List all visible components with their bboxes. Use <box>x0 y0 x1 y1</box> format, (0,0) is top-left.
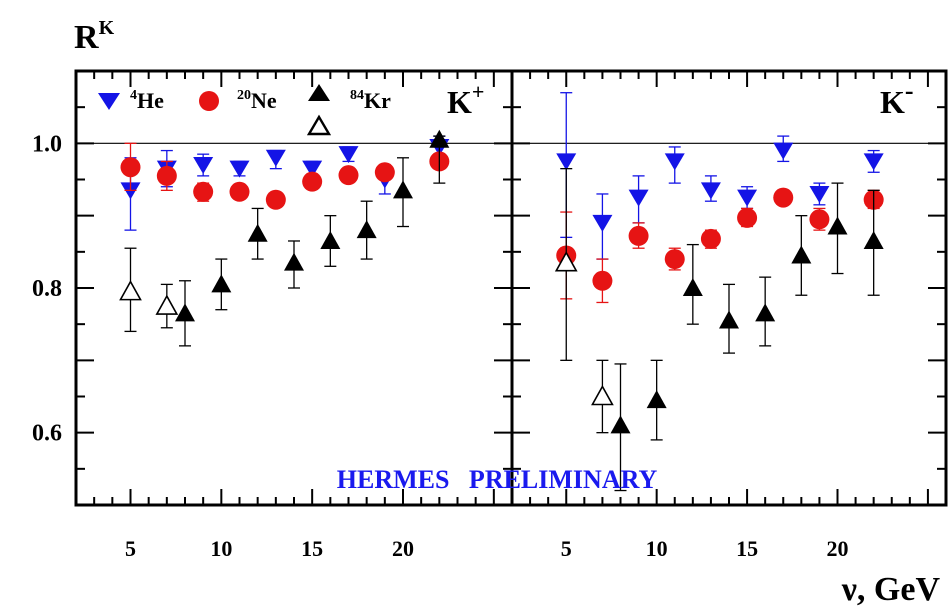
data-point <box>193 181 214 202</box>
data-point <box>356 220 377 239</box>
data-point <box>302 160 323 178</box>
legend-ne-label: 20Ne <box>237 88 277 113</box>
data-point <box>175 303 195 322</box>
data-point <box>554 251 578 272</box>
x-tick-label: 20 <box>827 536 849 561</box>
y-tick-label: 0.8 <box>32 276 62 302</box>
x-tick-label: 10 <box>210 536 232 561</box>
y-tick-label: 0.6 <box>32 421 62 447</box>
data-point <box>120 157 141 178</box>
panels: 5 10 15 20 0.6 0.8 1.0 5 10 15 20 <box>32 69 948 561</box>
data-point <box>229 160 250 178</box>
series-ne <box>556 187 884 304</box>
data-point <box>265 149 286 167</box>
data-point <box>700 228 721 249</box>
data-point <box>393 180 413 199</box>
data-point <box>556 153 577 171</box>
x-tick-label: 10 <box>646 536 668 561</box>
data-point <box>265 189 286 210</box>
data-point <box>755 303 776 322</box>
data-point <box>156 165 177 186</box>
data-point <box>320 230 341 249</box>
legend-open-marker <box>306 114 332 136</box>
data-point <box>338 165 359 186</box>
y-axis-label: RK <box>74 17 115 56</box>
data-point <box>809 209 830 230</box>
data-point <box>119 279 142 301</box>
data-point <box>374 162 395 183</box>
x-tick-label: 15 <box>736 536 758 561</box>
data-point <box>809 185 830 203</box>
data-point <box>863 153 884 171</box>
legend: 4He 20Ne 84Kr <box>98 84 391 136</box>
series-kr <box>610 182 884 492</box>
data-point <box>628 189 649 207</box>
data-point <box>429 129 450 148</box>
data-point <box>719 310 739 329</box>
data-point <box>773 142 794 160</box>
y-tick-label: 1.0 <box>32 131 62 157</box>
data-point <box>664 153 685 171</box>
series-open-triangle <box>119 247 179 333</box>
panel-kplus: 5 10 15 20 0.6 0.8 1.0 <box>32 69 514 561</box>
x-tick-label: 5 <box>561 536 572 561</box>
panel-label-kminus: K- <box>880 76 914 120</box>
data-point <box>737 189 758 207</box>
legend-he-label: 4He <box>130 88 164 113</box>
x-axis-label: ν, GeV <box>841 571 941 608</box>
data-point <box>827 216 848 235</box>
data-point <box>591 384 614 406</box>
data-point <box>592 270 613 291</box>
data-point <box>700 182 721 200</box>
data-point <box>193 157 214 175</box>
data-point <box>229 181 250 202</box>
data-point <box>737 207 758 228</box>
data-point <box>338 146 359 164</box>
data-point <box>682 278 703 296</box>
x-tick-label: 15 <box>301 536 323 561</box>
data-point <box>773 187 794 208</box>
series-kr <box>175 129 450 347</box>
data-point <box>646 390 667 409</box>
data-point <box>155 294 179 315</box>
panel-label-kplus: K+ <box>447 79 484 120</box>
legend-kr-marker <box>308 84 330 101</box>
data-point <box>628 225 649 246</box>
data-point <box>863 230 884 249</box>
watermark-text: HERMES PRELIMINARY <box>337 465 658 494</box>
data-point <box>302 171 323 192</box>
data-point <box>592 214 613 232</box>
data-point <box>247 223 268 242</box>
data-point <box>791 245 812 264</box>
legend-ne-marker <box>199 91 219 111</box>
legend-he-marker <box>98 93 120 110</box>
data-point <box>610 415 631 434</box>
series-open-triangle <box>554 167 614 434</box>
panel-kminus: 5 10 15 20 <box>510 69 948 561</box>
data-point <box>284 252 304 271</box>
legend-kr-label: 84Kr <box>350 88 391 113</box>
data-point <box>664 249 685 270</box>
data-point <box>211 274 232 293</box>
x-tick-label: 20 <box>392 536 414 561</box>
x-tick-label: 5 <box>125 536 136 561</box>
series-ne <box>120 142 450 210</box>
